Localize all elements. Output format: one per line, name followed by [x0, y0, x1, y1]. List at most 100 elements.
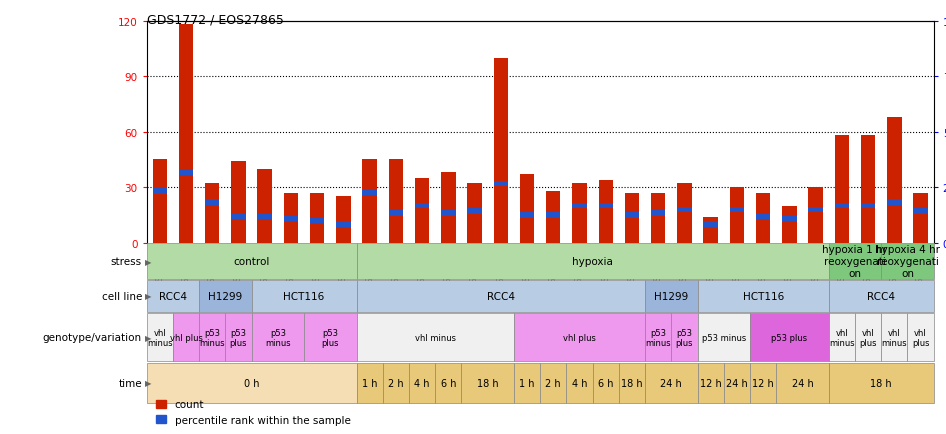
- Bar: [514, 313, 645, 362]
- Bar: [147, 244, 357, 279]
- Bar: [887, 200, 902, 205]
- Bar: [462, 363, 514, 403]
- Text: genotype/variation: genotype/variation: [43, 332, 142, 342]
- Bar: [861, 204, 875, 209]
- Text: 6 h: 6 h: [441, 378, 456, 388]
- Bar: [829, 244, 882, 279]
- Text: vhl
minus: vhl minus: [147, 328, 172, 347]
- Bar: [520, 213, 534, 218]
- Bar: [357, 363, 383, 403]
- Text: hypoxia 4 hr
reoxygenati
on: hypoxia 4 hr reoxygenati on: [875, 245, 940, 278]
- Bar: [855, 313, 882, 362]
- Bar: [677, 184, 692, 243]
- Text: vhl
minus: vhl minus: [882, 328, 907, 347]
- Text: p53
minus: p53 minus: [200, 328, 225, 347]
- Bar: [704, 222, 718, 227]
- Bar: [179, 170, 193, 176]
- Bar: [645, 363, 697, 403]
- Text: 4 h: 4 h: [571, 378, 587, 388]
- Bar: [441, 173, 456, 243]
- Text: ▶: ▶: [145, 292, 151, 301]
- Bar: [809, 207, 823, 213]
- Bar: [389, 160, 403, 243]
- Bar: [231, 162, 246, 243]
- Bar: [389, 211, 403, 216]
- Bar: [599, 204, 613, 209]
- Bar: [310, 218, 324, 224]
- Bar: [357, 280, 645, 312]
- Legend: count, percentile rank within the sample: count, percentile rank within the sample: [152, 395, 355, 429]
- Bar: [494, 59, 508, 243]
- Text: vhl
minus: vhl minus: [829, 328, 854, 347]
- Text: 24 h: 24 h: [660, 378, 682, 388]
- Text: cell line: cell line: [101, 291, 142, 301]
- Bar: [697, 280, 829, 312]
- Bar: [914, 209, 928, 214]
- Text: vhl minus: vhl minus: [414, 333, 456, 342]
- Bar: [829, 313, 855, 362]
- Bar: [724, 363, 750, 403]
- Bar: [882, 313, 907, 362]
- Bar: [362, 191, 377, 196]
- Bar: [179, 25, 193, 243]
- Text: HCT116: HCT116: [284, 291, 324, 301]
- Bar: [750, 313, 829, 362]
- Bar: [624, 213, 639, 218]
- Bar: [467, 209, 482, 214]
- Bar: [750, 363, 777, 403]
- Bar: [861, 136, 875, 243]
- Bar: [357, 313, 514, 362]
- Bar: [619, 363, 645, 403]
- Text: p53
plus: p53 plus: [322, 328, 339, 347]
- Text: 18 h: 18 h: [477, 378, 499, 388]
- Bar: [409, 363, 435, 403]
- Bar: [882, 244, 934, 279]
- Bar: [651, 211, 665, 216]
- Bar: [729, 187, 745, 243]
- Bar: [199, 313, 225, 362]
- Text: RCC4: RCC4: [487, 291, 515, 301]
- Bar: [357, 244, 829, 279]
- Text: H1299: H1299: [208, 291, 242, 301]
- Bar: [252, 313, 304, 362]
- Text: vhl
plus: vhl plus: [912, 328, 929, 347]
- Bar: [834, 136, 850, 243]
- Bar: [645, 280, 697, 312]
- Bar: [383, 363, 409, 403]
- Bar: [777, 363, 829, 403]
- Bar: [592, 363, 619, 403]
- Text: ▶: ▶: [145, 378, 151, 388]
- Text: 12 h: 12 h: [700, 378, 722, 388]
- Text: p53
minus: p53 minus: [265, 328, 290, 347]
- Text: 6 h: 6 h: [598, 378, 614, 388]
- Bar: [310, 193, 324, 243]
- Bar: [599, 180, 613, 243]
- Bar: [697, 313, 750, 362]
- Bar: [572, 204, 587, 209]
- Bar: [756, 193, 770, 243]
- Text: ▶: ▶: [145, 257, 151, 266]
- Text: stress: stress: [111, 256, 142, 266]
- Text: p53
plus: p53 plus: [230, 328, 247, 347]
- Text: H1299: H1299: [655, 291, 689, 301]
- Text: 4 h: 4 h: [414, 378, 429, 388]
- Bar: [520, 175, 534, 243]
- Bar: [829, 280, 934, 312]
- Bar: [152, 160, 166, 243]
- Text: vhl plus: vhl plus: [169, 333, 202, 342]
- Text: 1 h: 1 h: [519, 378, 534, 388]
- Text: vhl
plus: vhl plus: [859, 328, 877, 347]
- Text: 18 h: 18 h: [622, 378, 642, 388]
- Text: ▶: ▶: [145, 333, 151, 342]
- Bar: [546, 213, 560, 218]
- Bar: [567, 363, 592, 403]
- Bar: [225, 313, 252, 362]
- Text: time: time: [118, 378, 142, 388]
- Bar: [677, 207, 692, 213]
- Text: 24 h: 24 h: [727, 378, 747, 388]
- Bar: [756, 214, 770, 220]
- Bar: [704, 217, 718, 243]
- Bar: [624, 193, 639, 243]
- Bar: [467, 184, 482, 243]
- Bar: [199, 280, 252, 312]
